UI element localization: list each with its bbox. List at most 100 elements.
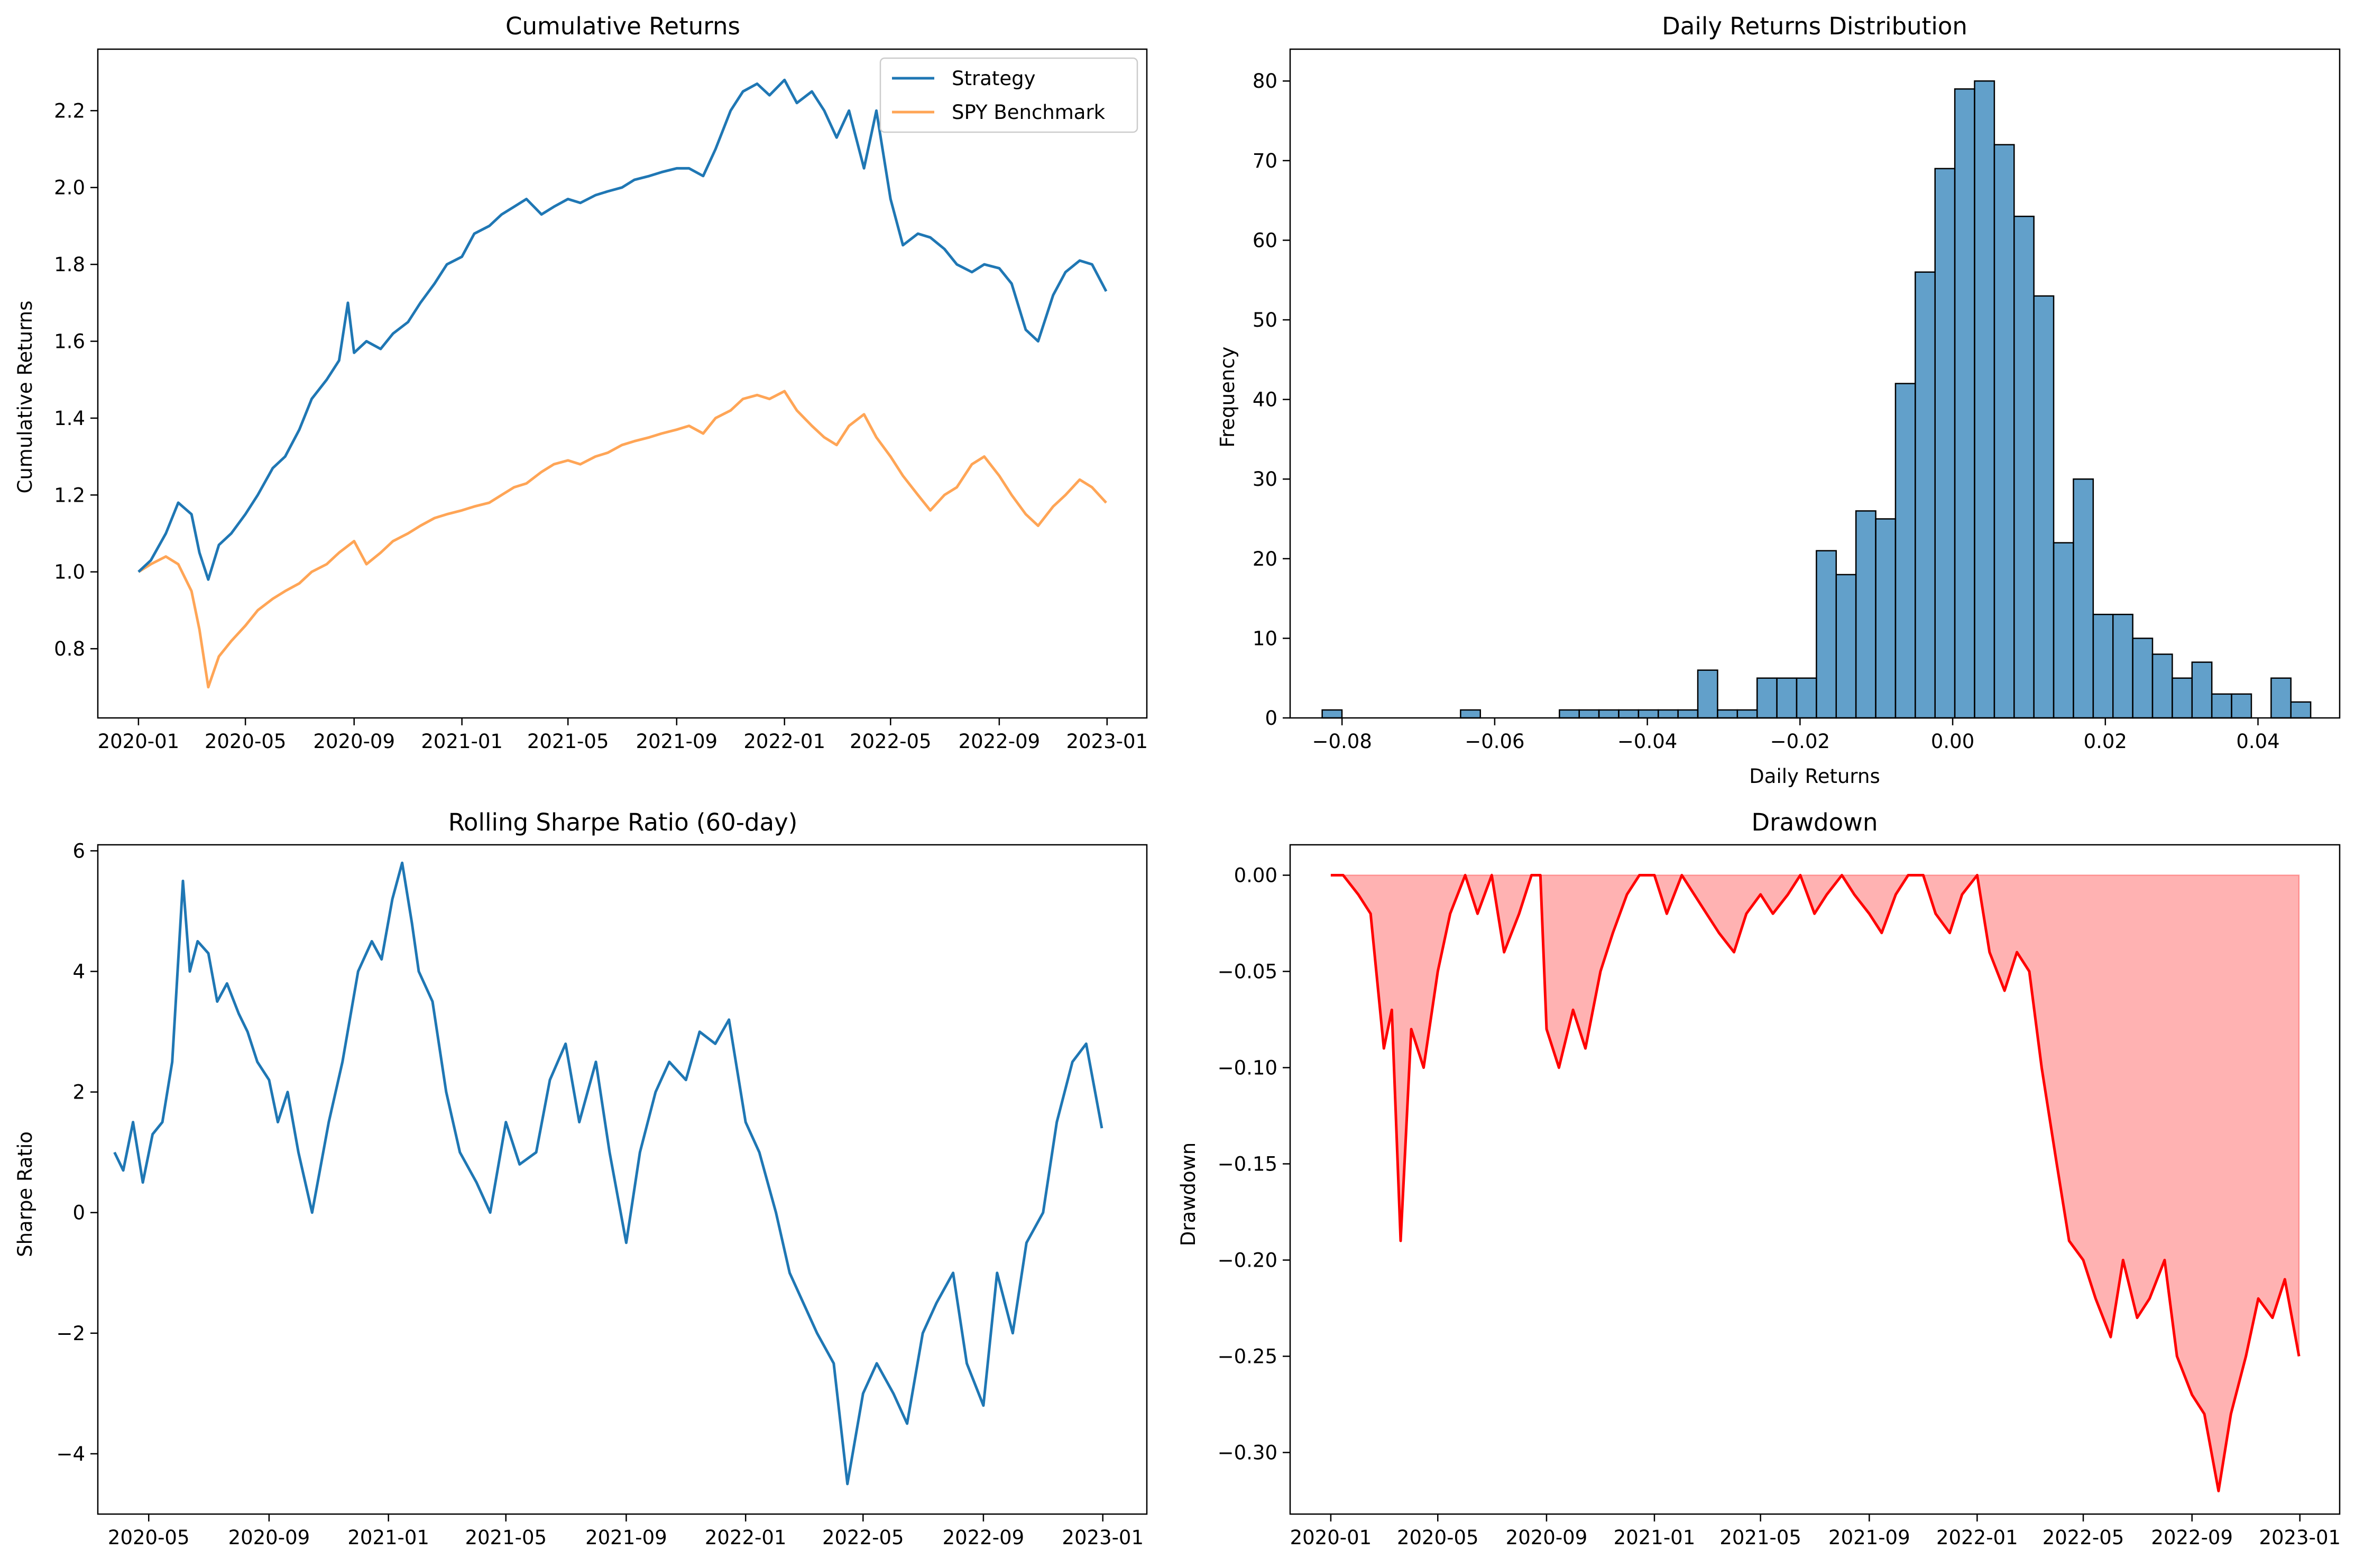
- histogram-bar-27: [1855, 510, 1876, 719]
- x-tick-label-2022-01: 2022-01: [1936, 1526, 2018, 1549]
- x-tick-label-2021-05: 2021-05: [527, 730, 609, 753]
- histogram-bar-46: [2231, 693, 2252, 719]
- y-tick-label-0-25: −0.25: [1218, 1345, 1277, 1368]
- sharpe-ylabel: Sharpe Ratio: [14, 1131, 36, 1257]
- x-tick-label-2020-09: 2020-09: [1506, 1526, 1588, 1549]
- histogram-bar-39: [2092, 613, 2114, 719]
- histogram-bar-16: [1638, 709, 1659, 719]
- x-tick-label-0-04: −0.04: [1617, 730, 1677, 753]
- y-tick-label-0-8: 0.8: [54, 638, 85, 660]
- y-tick-label-0: 0: [1265, 707, 1277, 730]
- x-tick-label-2021-09: 2021-09: [1828, 1526, 1910, 1549]
- drawdown-panel: Drawdown Drawdown 2020-01 2020-05 2020-09 2…: [1177, 808, 2341, 1549]
- y-tick-label-2-0: 2.0: [54, 177, 85, 199]
- x-tick-label-0-02: 0.02: [2084, 730, 2127, 753]
- histogram-bar-26: [1835, 574, 1857, 719]
- x-tick-label-2021-01: 2021-01: [1614, 1526, 1696, 1549]
- y-tick-label-0-15: −0.15: [1218, 1153, 1277, 1176]
- histogram-bar-48: [2270, 677, 2292, 719]
- distribution-title: Daily Returns Distribution: [1662, 12, 1967, 40]
- y-tick-label-0-00: 0.00: [1234, 864, 1277, 887]
- series-line-drawdown: [1330, 874, 2301, 1492]
- y-tick-label-80: 80: [1253, 70, 1277, 93]
- histogram-bar-14: [1598, 709, 1620, 719]
- x-tick-label-2021-05: 2021-05: [465, 1526, 547, 1549]
- drawdown-axes-frame: [1289, 844, 2341, 1515]
- x-tick-label-2022-01: 2022-01: [743, 730, 825, 753]
- y-tick-label-1-6: 1.6: [54, 330, 85, 353]
- series-line-strategy: [137, 78, 1108, 581]
- y-tick-label-40: 40: [1253, 389, 1277, 411]
- x-tick-label-2020-01: 2020-01: [1290, 1526, 1372, 1549]
- y-tick-label-1-2: 1.2: [54, 484, 85, 506]
- histogram-bar-20: [1717, 709, 1738, 719]
- x-tick-label-2021-09: 2021-09: [585, 1526, 667, 1549]
- histogram-bar-34: [1993, 144, 2015, 719]
- histogram-bar-0: [1321, 709, 1343, 719]
- y-tick-label-0: 0: [72, 1202, 85, 1224]
- histogram-bar-38: [2073, 478, 2094, 719]
- x-tick-label-2020-05: 2020-05: [1397, 1526, 1479, 1549]
- histogram-bar-40: [2112, 613, 2133, 719]
- x-tick-label-2022-09: 2022-09: [959, 730, 1041, 753]
- distribution-plot-area: [1321, 80, 2312, 719]
- histogram-bar-42: [2151, 653, 2173, 719]
- x-tick-label-2022-05: 2022-05: [822, 1526, 904, 1549]
- legend-strategy-label: Strategy: [952, 67, 1036, 90]
- x-tick-label-2021-01: 2021-01: [421, 730, 503, 753]
- histogram-bar-13: [1578, 709, 1600, 719]
- x-tick-label-0-08: −0.08: [1312, 730, 1372, 753]
- x-tick-label-0-06: −0.06: [1465, 730, 1524, 753]
- rolling-sharpe-panel: Rolling Sharpe Ratio (60-day) Sharpe Rat…: [14, 808, 1148, 1549]
- histogram-bar-7: [1460, 709, 1482, 719]
- histogram-bar-17: [1658, 709, 1679, 719]
- y-tick-label-4: −4: [56, 1443, 85, 1465]
- x-tick-label-2022-09: 2022-09: [943, 1526, 1025, 1549]
- cumulative-returns-title: Cumulative Returns: [505, 12, 740, 40]
- histogram-bar-24: [1796, 677, 1817, 719]
- y-tick-label-30: 30: [1253, 468, 1277, 491]
- sharpe-plot-area: [113, 861, 1103, 1486]
- histogram-bar-22: [1756, 677, 1778, 719]
- x-tick-label-2023-01: 2023-01: [1066, 730, 1148, 753]
- histogram-bar-21: [1736, 709, 1758, 719]
- x-tick-label-2022-05: 2022-05: [850, 730, 932, 753]
- y-tick-label-70: 70: [1253, 150, 1277, 172]
- histogram-bar-36: [2033, 295, 2055, 719]
- histogram-bar-45: [2211, 693, 2232, 719]
- histogram-bar-29: [1894, 383, 1916, 719]
- x-tick-label-2023-01: 2023-01: [1062, 1526, 1144, 1549]
- y-tick-label-2-2: 2.2: [54, 99, 85, 122]
- histogram-bar-18: [1677, 709, 1699, 719]
- x-tick-label-2022-09: 2022-09: [2151, 1526, 2233, 1549]
- cumulative-returns-plot-area: [137, 78, 1108, 689]
- y-tick-label-6: 6: [72, 840, 85, 862]
- x-tick-label-2020-09: 2020-09: [313, 730, 395, 753]
- y-tick-label-0-30: −0.30: [1218, 1442, 1277, 1464]
- histogram-bar-33: [1974, 80, 1995, 719]
- y-tick-label-0-20: −0.20: [1218, 1249, 1277, 1272]
- cumulative-returns-ylabel: Cumulative Returns: [14, 301, 36, 494]
- y-tick-label-0-10: −0.10: [1218, 1057, 1277, 1080]
- y-tick-label-50: 50: [1253, 309, 1277, 331]
- x-tick-label-2022-01: 2022-01: [705, 1526, 787, 1549]
- x-tick-label-2020-01: 2020-01: [98, 730, 180, 753]
- distribution-xlabel: Daily Returns: [1749, 765, 1880, 788]
- y-tick-label-2: −2: [56, 1322, 85, 1345]
- histogram-bar-37: [2053, 542, 2074, 719]
- histogram-bar-44: [2191, 661, 2213, 719]
- histogram-bar-41: [2132, 638, 2154, 719]
- x-tick-label-2023-01: 2023-01: [2259, 1526, 2341, 1549]
- y-tick-label-4: 4: [72, 961, 85, 983]
- y-tick-label-1-4: 1.4: [54, 407, 85, 430]
- histogram-bar-19: [1697, 669, 1718, 719]
- cumulative-returns-axes-frame: [97, 48, 1148, 719]
- drawdown-plot-area: [1330, 872, 2301, 1492]
- x-tick-label-2020-09: 2020-09: [228, 1526, 310, 1549]
- histogram-bar-12: [1559, 709, 1580, 719]
- y-tick-label-2: 2: [72, 1081, 85, 1104]
- histogram-bar-43: [2172, 677, 2193, 719]
- x-tick-label-0-00: 0.00: [1931, 730, 1974, 753]
- histogram-bar-30: [1915, 271, 1936, 719]
- sharpe-axes-frame: [97, 844, 1148, 1515]
